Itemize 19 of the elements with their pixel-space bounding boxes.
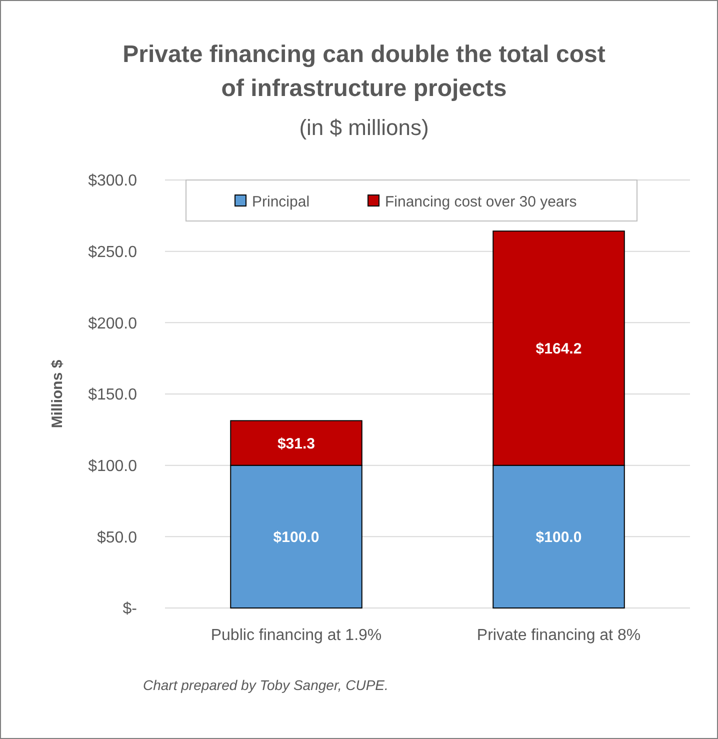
x-tick-label: Private financing at 8%: [476, 627, 641, 644]
data-label: $164.2: [536, 340, 582, 358]
legend-label: Financing cost over 30 years: [385, 193, 577, 210]
y-tick-label: $100.0: [88, 458, 138, 475]
y-tick-label: $-: [122, 600, 137, 618]
data-label: $31.3: [277, 435, 316, 452]
y-tick-label: $200.0: [88, 315, 138, 332]
y-axis-title: Millions $: [49, 359, 66, 428]
chart-subtitle: (in $ millions): [299, 115, 429, 140]
legend-label: Principal: [252, 193, 310, 210]
y-tick-label: $150.0: [88, 386, 138, 404]
data-label: $100.0: [536, 528, 582, 546]
x-tick-label: Public financing at 1.9%: [210, 627, 382, 644]
y-tick-label: $50.0: [96, 529, 138, 546]
data-label: $100.0: [273, 528, 320, 546]
text: Chart prepared by Toby Sanger, CUPE.: [143, 677, 388, 693]
y-tick-label: $250.0: [88, 244, 138, 261]
chart-title: Private financing can double the total cost of infrastructure projects: [122, 41, 606, 102]
y-tick-label: $300.0: [88, 172, 138, 190]
